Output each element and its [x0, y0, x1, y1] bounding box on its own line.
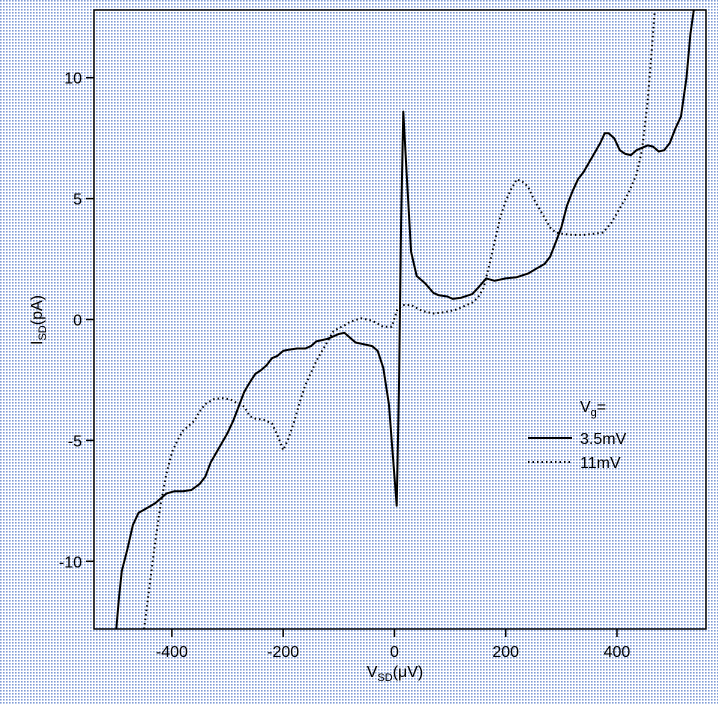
- x-tick-label: -400: [156, 644, 188, 661]
- x-axis-ticks: -400 -200 0 200 400: [156, 629, 631, 661]
- y-tick-label: 10: [64, 71, 82, 88]
- series-lines: [115, 9, 695, 630]
- y-axis-ticks: -10 -5 0 5 10: [59, 71, 94, 571]
- x-tick-label: 400: [604, 644, 631, 661]
- legend: Vg= 3.5mV 11mV: [528, 399, 627, 472]
- x-tick-label: 0: [390, 644, 399, 661]
- y-tick-label: 0: [73, 313, 82, 330]
- legend-title: Vg=: [580, 399, 606, 419]
- x-tick-label: -200: [267, 644, 299, 661]
- legend-label-3-5mv: 3.5mV: [580, 431, 627, 448]
- y-tick-label: -5: [68, 433, 82, 450]
- y-axis-label: ISD(pA): [29, 295, 49, 345]
- x-tick-label: 200: [492, 644, 519, 661]
- x-axis-label: VSD(μV): [367, 664, 424, 684]
- y-tick-label: 5: [73, 192, 82, 209]
- y-tick-label: -10: [59, 554, 82, 571]
- series-line-11mv: [143, 9, 656, 630]
- series-line-3-5mv: [115, 9, 695, 630]
- legend-label-11mv: 11mV: [580, 455, 621, 472]
